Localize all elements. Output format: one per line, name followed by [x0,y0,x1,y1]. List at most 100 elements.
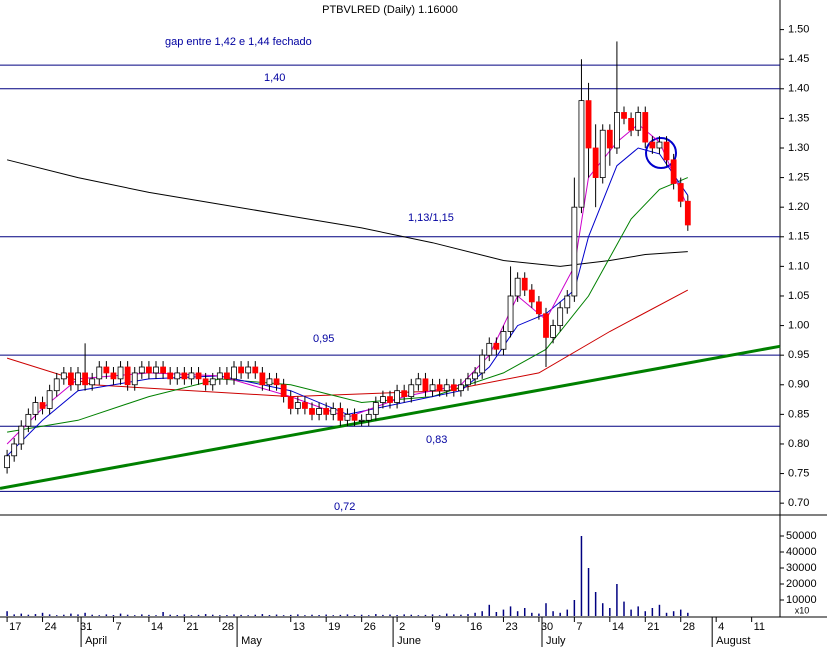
candle-body [89,378,96,386]
candle-body [528,289,535,303]
candle-body [436,384,443,392]
candle-body [174,372,181,380]
candle-body [628,117,634,131]
candle-body [387,396,393,403]
candle-body [493,342,500,350]
candle-body [266,378,273,386]
x-tick-label: 7 [115,621,121,633]
annotation: 0,72 [334,501,355,513]
candle-body [550,325,556,338]
candle-body [32,402,39,415]
candle-body [53,378,60,392]
candle-body [96,366,103,380]
candle-body [39,402,46,409]
candle-body [465,378,471,386]
x-tick-label: 14 [612,621,624,633]
y-tick-label: 0.75 [788,467,809,479]
candle-body [330,408,337,415]
month-label: August [716,635,750,647]
candle-body [663,141,670,161]
volume-tick-label: 30000 [786,562,817,574]
candle-body [621,112,627,119]
candle-body [564,295,571,309]
candle-body [337,408,344,421]
candle-body [4,455,10,469]
candle-body [408,384,415,398]
x-tick-label: 9 [435,621,441,633]
candle-body [124,366,131,386]
candle-body [103,366,110,374]
candle-body [380,396,386,403]
candle-body [195,372,202,380]
candle-body [138,366,145,374]
candle-body [684,200,691,226]
candle-body [209,378,216,386]
x-tick-label: 16 [470,621,482,633]
candle-body [11,443,18,457]
candle-body [245,366,252,374]
candle-body [273,378,280,386]
x-tick-label: 13 [293,621,305,633]
candle-body [238,366,244,374]
x-tick-label: 19 [328,621,340,633]
annotation: gap entre 1,42 e 1,44 fechado [165,36,312,48]
candle-body [188,372,195,380]
candle-body [649,141,656,149]
candle-body [252,366,259,374]
candle-body [642,112,649,143]
candle-body [486,342,493,356]
month-label: May [241,635,262,647]
y-tick-label: 1.40 [788,83,809,95]
x-tick-label: 21 [186,621,198,633]
candle-body [46,390,53,409]
candle-body [224,372,230,380]
candle-body [316,408,322,415]
annotation: 0,95 [313,333,334,345]
candle-body [60,372,67,380]
y-tick-label: 1.45 [788,53,809,65]
candle-body [543,313,549,338]
candle-body [146,366,152,374]
candle-body [450,384,457,392]
y-tick-label: 1.25 [788,171,809,183]
y-tick-label: 1.20 [788,201,809,213]
candle-body [606,129,613,149]
annotation: 1,13/1,15 [408,212,454,224]
y-tick-label: 1.15 [788,231,809,243]
candle-body [294,402,301,409]
volume-tick-label: 10000 [786,594,817,606]
candle-body [472,372,478,380]
x-tick-label: 11 [754,621,765,633]
candle-body [394,390,400,403]
candle-body [25,413,32,427]
y-tick-label: 1.05 [788,290,809,302]
candle-body [259,372,266,386]
chart-title: PTBVLRED (Daily) 1.16000 [322,4,458,16]
candle-body [181,372,188,380]
candle-body [401,390,408,398]
candle-body [514,277,521,297]
y-tick-label: 0.85 [788,408,809,420]
volume-tick-label: 20000 [786,578,817,590]
candle-body [557,307,564,326]
candle-body [153,366,159,374]
candle-body [415,378,422,386]
candle-body [521,277,528,291]
candle-body [656,141,663,149]
annotation: 1,40 [264,72,285,84]
candle-body [82,372,88,386]
candle-body [599,129,606,178]
candle-body [571,206,578,297]
candle-body [536,301,542,315]
y-tick-label: 1.00 [788,319,809,331]
candle-body [507,295,514,332]
volume-axis-note: x10 [795,605,810,615]
candle-body [670,159,677,184]
candle-body [614,112,620,149]
x-tick-label: 24 [45,621,57,633]
y-tick-label: 0.95 [788,349,809,361]
volume-tick-label: 50000 [786,530,817,542]
annotation: 0,83 [426,434,447,446]
